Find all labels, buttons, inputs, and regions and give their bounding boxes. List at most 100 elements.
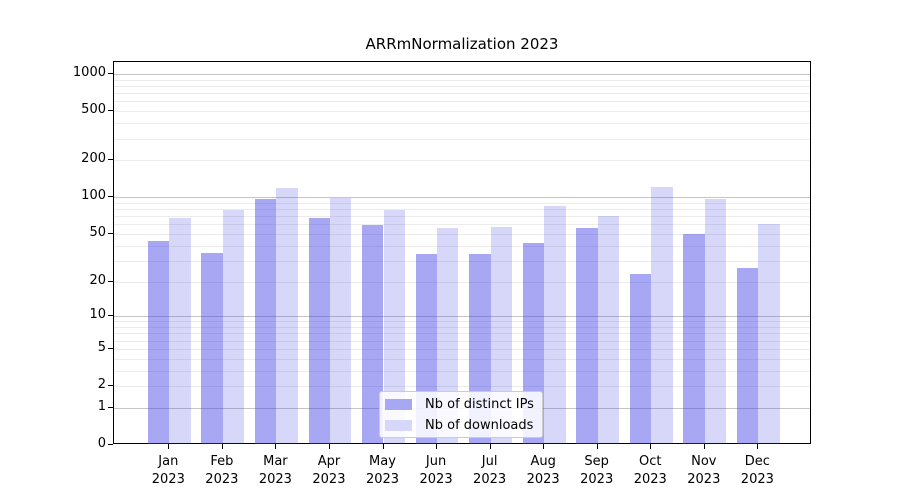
x-tick-mark-mar bbox=[275, 444, 277, 449]
bar-downloads-aug bbox=[544, 205, 566, 444]
gridline-70 bbox=[114, 216, 810, 218]
legend-swatch-downloads bbox=[385, 419, 412, 431]
gridline-30 bbox=[114, 260, 810, 262]
bar-distinct-ips-may bbox=[362, 225, 384, 444]
y-tick-label-5: 5 bbox=[97, 339, 106, 355]
y-tick-mark-1 bbox=[108, 406, 113, 408]
x-tick-label-feb: Feb 2023 bbox=[205, 454, 239, 487]
gridline-80 bbox=[114, 209, 810, 211]
bar-downloads-feb bbox=[222, 210, 245, 444]
gridline-90 bbox=[114, 202, 810, 204]
x-tick-mark-jun bbox=[436, 444, 438, 449]
x-tick-mark-may bbox=[382, 444, 384, 449]
x-tick-mark-sep bbox=[596, 444, 598, 449]
bar-downloads-sep bbox=[597, 216, 620, 444]
gridline-40 bbox=[114, 245, 810, 247]
gridline-800 bbox=[114, 85, 810, 87]
gridline-6 bbox=[114, 340, 810, 342]
y-tick-label-1: 1 bbox=[97, 398, 106, 414]
gridline-700 bbox=[114, 93, 810, 95]
bar-distinct-ips-apr bbox=[308, 217, 330, 444]
bar-downloads-mar bbox=[276, 188, 298, 444]
bar-distinct-ips-sep bbox=[576, 227, 598, 444]
bar-distinct-ips-mar bbox=[255, 198, 277, 444]
gridline-8 bbox=[114, 327, 810, 328]
legend: Nb of distinct IPs Nb of downloads bbox=[379, 391, 543, 438]
y-tick-label-100: 100 bbox=[81, 188, 106, 204]
gridline-5 bbox=[114, 348, 810, 350]
legend-label-distinct-ips: Nb of distinct IPs bbox=[425, 396, 534, 412]
gridline-3 bbox=[114, 370, 810, 372]
x-tick-label-jul: Jul 2023 bbox=[473, 454, 507, 487]
y-tick-label-10: 10 bbox=[89, 307, 106, 323]
gridline-600 bbox=[114, 101, 810, 103]
y-tick-label-200: 200 bbox=[81, 151, 106, 167]
x-tick-mark-nov bbox=[703, 444, 705, 449]
y-tick-mark-50 bbox=[108, 232, 113, 234]
gridline-900 bbox=[114, 79, 810, 81]
y-tick-label-500: 500 bbox=[81, 102, 106, 118]
bar-downloads-apr bbox=[329, 198, 352, 444]
chart-title: ARRmNormalization 2023 bbox=[365, 35, 559, 53]
x-tick-mark-jul bbox=[489, 444, 491, 449]
gridline-1000 bbox=[114, 74, 810, 75]
bar-distinct-ips-dec bbox=[736, 268, 759, 444]
x-tick-mark-apr bbox=[328, 444, 330, 449]
x-tick-label-aug: Aug 2023 bbox=[526, 454, 560, 487]
gridline-7 bbox=[114, 333, 810, 335]
y-tick-label-50: 50 bbox=[89, 224, 106, 240]
bar-downloads-may bbox=[383, 209, 405, 444]
y-tick-mark-100 bbox=[108, 196, 113, 198]
x-tick-mark-aug bbox=[543, 444, 545, 449]
gridline-100 bbox=[114, 197, 810, 199]
x-tick-mark-jan bbox=[168, 444, 170, 449]
plot-area bbox=[113, 61, 811, 444]
x-tick-label-oct: Oct 2023 bbox=[633, 454, 667, 487]
y-tick-mark-200 bbox=[108, 159, 113, 161]
x-tick-label-mar: Mar 2023 bbox=[258, 454, 292, 487]
x-tick-label-jan: Jan 2023 bbox=[151, 454, 185, 487]
bar-downloads-nov bbox=[704, 198, 727, 444]
legend-row-downloads: Nb of downloads bbox=[385, 418, 542, 433]
y-tick-mark-2 bbox=[108, 385, 113, 386]
legend-swatch-distinct-ips bbox=[385, 398, 412, 410]
y-tick-mark-0 bbox=[108, 444, 113, 445]
x-tick-label-nov: Nov 2023 bbox=[687, 454, 721, 487]
bar-distinct-ips-feb bbox=[201, 252, 223, 444]
bar-downloads-oct bbox=[651, 186, 673, 444]
gridline-400 bbox=[114, 123, 810, 125]
x-tick-label-dec: Dec 2023 bbox=[740, 454, 774, 487]
bar-downloads-jun bbox=[437, 227, 459, 444]
gridline-300 bbox=[114, 138, 810, 140]
bar-distinct-ips-jan bbox=[147, 240, 170, 444]
y-tick-label-0: 0 bbox=[97, 436, 106, 451]
x-tick-mark-oct bbox=[650, 444, 652, 449]
legend-label-downloads: Nb of downloads bbox=[425, 417, 534, 433]
y-tick-mark-10 bbox=[108, 315, 113, 317]
bar-downloads-dec bbox=[758, 224, 780, 444]
gridline-10 bbox=[114, 316, 810, 318]
gridline-500 bbox=[114, 111, 810, 113]
gridline-4 bbox=[114, 358, 810, 360]
y-tick-label-20: 20 bbox=[89, 272, 106, 288]
y-tick-mark-1000 bbox=[108, 73, 113, 74]
y-tick-mark-20 bbox=[108, 280, 113, 282]
y-tick-mark-500 bbox=[108, 110, 113, 112]
bar-distinct-ips-nov bbox=[683, 233, 705, 444]
bar-downloads-jul bbox=[490, 226, 512, 444]
gridline-9 bbox=[114, 321, 810, 323]
gridline-2 bbox=[114, 386, 810, 387]
gridline-50 bbox=[114, 233, 810, 235]
x-tick-label-apr: Apr 2023 bbox=[312, 454, 346, 487]
bar-downloads-jan bbox=[169, 217, 191, 444]
gridline-200 bbox=[114, 160, 810, 162]
x-tick-label-jun: Jun 2023 bbox=[419, 454, 453, 487]
gridline-20 bbox=[114, 281, 810, 283]
gridline-60 bbox=[114, 224, 810, 226]
x-tick-label-sep: Sep 2023 bbox=[580, 454, 614, 487]
y-tick-label-1000: 1000 bbox=[72, 65, 106, 80]
y-tick-label-2: 2 bbox=[97, 377, 106, 392]
y-tick-mark-5 bbox=[108, 347, 113, 349]
bar-distinct-ips-oct bbox=[629, 274, 652, 444]
